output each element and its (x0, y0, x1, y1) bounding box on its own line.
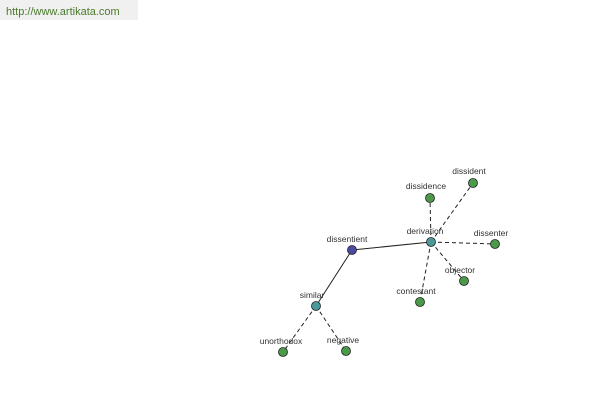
node-label: dissentient (327, 234, 368, 244)
node-label: objector (445, 265, 475, 275)
edge (315, 249, 353, 307)
node-label: contestant (396, 286, 436, 296)
node-label: negative (327, 335, 359, 345)
node-label: similar (300, 290, 325, 300)
edge (430, 241, 496, 245)
edge (430, 241, 465, 282)
node-label: dissidence (406, 181, 446, 191)
node-label: dissenter (474, 228, 509, 238)
node[interactable] (278, 347, 288, 357)
edges (282, 182, 496, 353)
edge (315, 305, 347, 352)
node-label: derivation (407, 226, 444, 236)
labels: dissentient derivation similar dissidenc… (260, 166, 509, 346)
node[interactable] (347, 245, 357, 255)
edge (351, 241, 432, 251)
edge (419, 241, 432, 303)
node-label: unorthodox (260, 336, 303, 346)
edge (429, 197, 432, 243)
node[interactable] (459, 276, 469, 286)
node-label: dissident (452, 166, 486, 176)
header-url[interactable]: http://www.artikata.com (6, 6, 120, 18)
node[interactable] (426, 237, 436, 247)
edge (282, 305, 317, 353)
edge (430, 182, 474, 243)
header-box (0, 0, 138, 20)
node[interactable] (468, 178, 478, 188)
node[interactable] (311, 301, 321, 311)
node[interactable] (425, 193, 435, 203)
nodes (278, 178, 500, 357)
node[interactable] (490, 239, 500, 249)
node[interactable] (341, 346, 351, 356)
node[interactable] (415, 297, 425, 307)
